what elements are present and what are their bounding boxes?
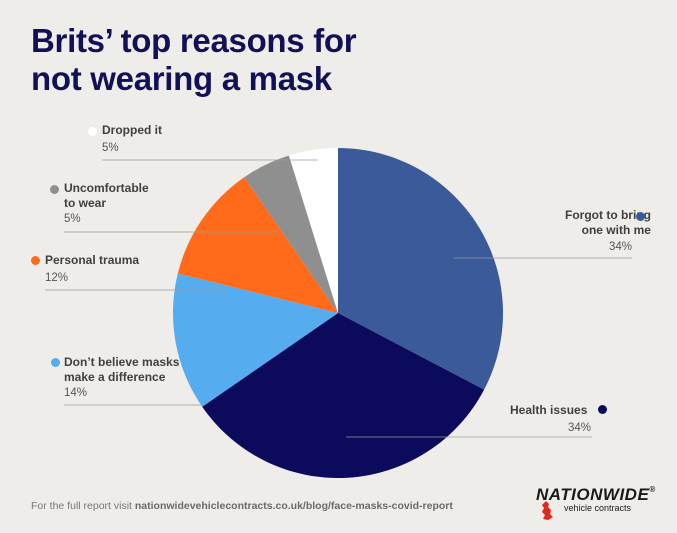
label-health-line-1: Health issues bbox=[510, 403, 588, 417]
label-forgot: Forgot to bring one with me bbox=[565, 208, 651, 238]
logo-tagline: vehicle contracts bbox=[564, 503, 632, 513]
label-forgot-line-1: Forgot to bring bbox=[565, 208, 651, 222]
legend-dot-trauma bbox=[31, 256, 40, 265]
value-dropped: 5% bbox=[102, 142, 119, 154]
pie-slice-uncomfortable bbox=[244, 155, 338, 313]
logo-registered: ® bbox=[649, 485, 656, 494]
pie-slice-forgot bbox=[338, 148, 503, 390]
uk-map-icon bbox=[542, 501, 553, 520]
label-uncomfortable: Uncomfortable to wear bbox=[64, 181, 149, 211]
legend-dot-uncomfortable bbox=[50, 185, 59, 194]
label-forgot-line-2: one with me bbox=[581, 223, 651, 237]
value-forgot: 34% bbox=[609, 241, 633, 253]
value-trauma: 12% bbox=[45, 272, 69, 284]
logo-wordmark: NATIONWIDE® bbox=[536, 485, 656, 505]
pie-slice-dropped bbox=[288, 148, 338, 313]
label-believe-line-2: make a difference bbox=[64, 370, 166, 384]
label-dropped: Dropped it bbox=[102, 123, 162, 138]
logo-name: NATIONWIDE bbox=[536, 485, 650, 504]
legend-dot-forgot bbox=[636, 212, 645, 221]
pie-slice-trauma bbox=[177, 177, 338, 313]
legend-dot-dropped bbox=[88, 127, 97, 136]
footer-prefix: For the full report visit bbox=[31, 500, 135, 512]
value-health: 34% bbox=[568, 422, 592, 434]
chart-title: Brits’ top reasons for not wearing a mas… bbox=[31, 22, 357, 98]
value-believe: 14% bbox=[64, 387, 88, 399]
label-uncomfortable-line-2: to wear bbox=[64, 196, 107, 210]
label-uncomfortable-line-1: Uncomfortable bbox=[64, 181, 149, 195]
legend-dot-health bbox=[598, 405, 607, 414]
pie-slice-believe bbox=[173, 273, 338, 407]
label-health: Health issues bbox=[510, 403, 587, 418]
label-trauma: Personal trauma bbox=[45, 253, 139, 268]
label-trauma-line-1: Personal trauma bbox=[45, 253, 140, 267]
label-believe: Don’t believe masks make a difference bbox=[64, 355, 179, 385]
chart-title-line-1: Brits’ top reasons for bbox=[31, 22, 357, 59]
label-dropped-line-1: Dropped it bbox=[102, 123, 162, 137]
nationwide-logo: NATIONWIDE® vehicle contracts bbox=[534, 485, 656, 525]
chart-title-line-2: not wearing a mask bbox=[31, 60, 332, 97]
footer-note: For the full report visit nationwidevehi… bbox=[31, 500, 453, 512]
value-uncomfortable: 5% bbox=[64, 213, 81, 225]
label-believe-line-1: Don’t believe masks bbox=[64, 355, 180, 369]
legend-dot-believe bbox=[51, 358, 60, 367]
footer-link[interactable]: nationwidevehiclecontracts.co.uk/blog/fa… bbox=[134, 500, 453, 512]
